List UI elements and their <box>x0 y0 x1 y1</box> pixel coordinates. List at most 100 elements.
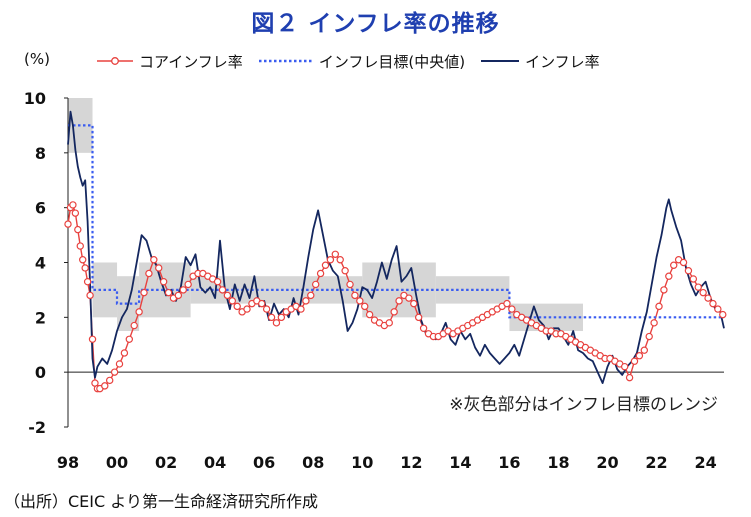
x-tick-label: 16 <box>498 453 520 472</box>
core-inflation-point <box>258 299 266 308</box>
core-inflation-point <box>184 280 192 289</box>
core-inflation-point <box>69 201 77 209</box>
legend-item-core-inflation: コアインフレ率 <box>95 51 243 72</box>
core-inflation-point <box>135 308 143 316</box>
core-inflation-point <box>684 267 693 275</box>
core-inflation-point <box>336 256 344 264</box>
core-inflation-point <box>277 313 286 322</box>
y-tick-label: 0 <box>35 363 46 382</box>
core-inflation-point <box>267 313 276 322</box>
legend-item-inflation: インフレ率 <box>479 51 600 72</box>
core-inflation-point <box>689 275 698 283</box>
legend-swatch-core-inflation <box>97 57 133 65</box>
core-inflation-point <box>660 286 668 294</box>
core-inflation-point <box>86 291 94 300</box>
x-tick-label: 00 <box>106 453 128 472</box>
core-inflation-point <box>356 297 364 305</box>
core-inflation-point <box>150 256 158 264</box>
core-inflation-point <box>665 272 673 280</box>
core-inflation-point <box>503 299 511 308</box>
core-inflation-point <box>233 302 241 311</box>
x-tick-label: 08 <box>302 453 324 472</box>
core-inflation-point <box>74 225 82 234</box>
core-inflation-point <box>714 305 722 313</box>
core-inflation-point <box>419 324 428 332</box>
core-inflation-point <box>326 256 335 264</box>
core-inflation-point <box>410 299 418 308</box>
core-inflation-point <box>620 362 629 371</box>
y-tick-label: -2 <box>28 418 46 437</box>
legend: コアインフレ率 インフレ目標(中央値) インフレ率 <box>95 50 614 72</box>
core-inflation-point <box>679 258 688 267</box>
core-inflation-point <box>704 294 712 302</box>
core-inflation-point <box>699 288 707 297</box>
range-note: ※灰色部分はインフレ目標のレンジ <box>449 395 718 415</box>
core-inflation-point <box>390 308 398 316</box>
core-inflation-point <box>81 264 89 272</box>
core-inflation-point <box>164 288 173 297</box>
core-inflation-point <box>159 277 168 286</box>
y-unit-label: (%) <box>24 50 50 68</box>
core-inflation-markers <box>64 201 727 393</box>
x-tick-label: 12 <box>400 453 422 472</box>
core-inflation-point <box>625 373 634 382</box>
core-inflation-point <box>125 335 134 343</box>
core-inflation-point <box>110 368 119 376</box>
core-inflation-point <box>316 269 325 278</box>
core-inflation-point <box>213 277 222 286</box>
legend-label-inflation: インフレ率 <box>525 52 600 71</box>
y-tick-label: 2 <box>35 308 46 327</box>
core-inflation-point <box>297 305 305 313</box>
core-inflation-point <box>174 291 183 300</box>
core-inflation-point <box>670 261 678 269</box>
core-inflation-point <box>365 310 374 319</box>
core-inflation-point <box>228 297 237 305</box>
core-inflation-point <box>218 286 227 294</box>
core-inflation-point <box>346 280 354 289</box>
core-inflation-point <box>64 220 72 228</box>
core-inflation-point <box>331 250 340 258</box>
core-inflation-point <box>101 382 109 390</box>
y-tick-label: 10 <box>24 89 46 108</box>
core-inflation-point <box>130 321 138 330</box>
core-inflation-point <box>508 305 516 313</box>
x-tick-label: 18 <box>547 453 569 472</box>
core-inflation-point <box>223 291 232 300</box>
core-inflation-point <box>76 242 84 250</box>
core-inflation-point <box>145 269 153 278</box>
core-inflation-point <box>155 264 163 272</box>
core-inflation-point <box>262 305 271 313</box>
core-inflation-point <box>307 291 315 300</box>
x-tick-label: 20 <box>596 453 618 472</box>
core-inflation-point <box>645 332 653 341</box>
x-tick-label: 02 <box>155 453 177 472</box>
x-tick-label: 10 <box>351 453 373 472</box>
x-tick-label: 98 <box>57 453 79 472</box>
core-inflation-point <box>655 302 663 311</box>
core-inflation-point <box>88 335 97 343</box>
core-inflation-point <box>351 291 359 300</box>
core-inflation-point <box>272 319 281 327</box>
x-tick-label: 14 <box>449 453 471 472</box>
core-inflation-point <box>395 297 403 305</box>
legend-swatch-inflation <box>481 60 520 62</box>
core-inflation-point <box>115 360 124 368</box>
core-inflation-point <box>630 357 639 365</box>
x-tick-label: 04 <box>204 453 226 472</box>
core-inflation-point <box>640 346 648 354</box>
x-tick-label: 22 <box>645 453 667 472</box>
core-inflation-point <box>405 294 413 302</box>
legend-swatch-target <box>258 59 313 63</box>
y-tick-label: 8 <box>35 144 46 163</box>
core-inflation-point <box>120 349 129 357</box>
y-tick-label: 6 <box>35 199 46 218</box>
source-note: （出所）CEIC より第一生命経済研究所作成 <box>4 492 318 511</box>
core-inflation-point <box>83 277 92 286</box>
core-inflation-point <box>311 280 320 289</box>
chart-title: 図２ インフレ率の推移 <box>251 11 500 37</box>
core-inflation-point <box>719 310 727 319</box>
core-inflation-point <box>243 305 251 313</box>
series-inflation-line <box>67 110 725 384</box>
